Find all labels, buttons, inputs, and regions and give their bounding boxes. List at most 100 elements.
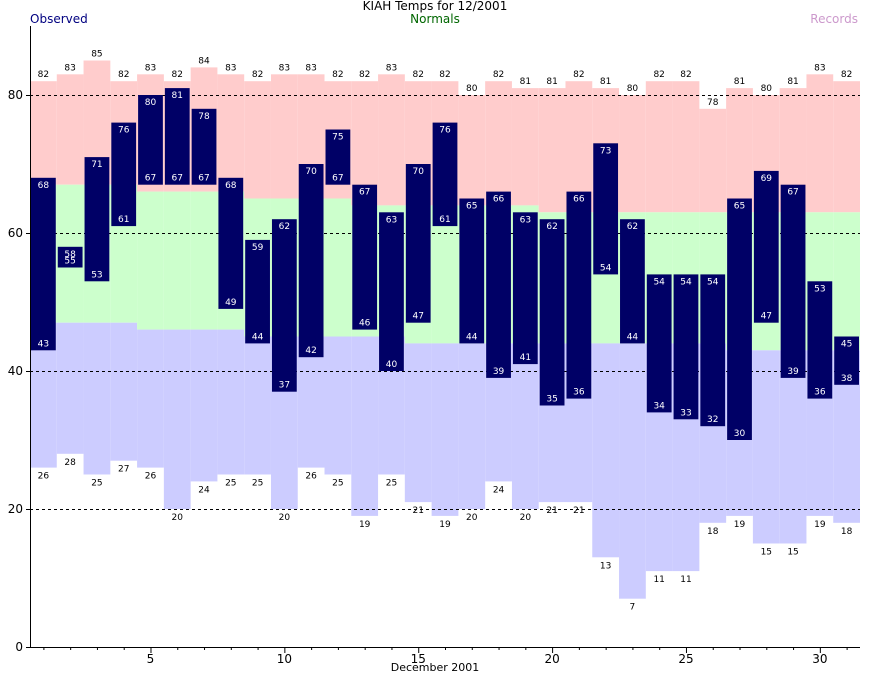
record-low-band: [752, 350, 780, 544]
record-low-label: 28: [64, 458, 76, 468]
observed-bar: [164, 88, 190, 185]
record-low-label: 20: [279, 513, 291, 523]
observed-bar: [245, 239, 270, 344]
legend-records: Records: [810, 12, 858, 26]
record-low-label: 25: [332, 479, 343, 489]
observed-low-label: 43: [38, 339, 49, 349]
record-low-band: [83, 322, 111, 475]
observed-high-label: 75: [332, 133, 343, 143]
record-low-label: 24: [198, 485, 210, 495]
record-low-band: [244, 336, 271, 475]
axes: 0 20 40 60 80 5 10 15 20 25 30: [8, 26, 860, 666]
record-high-label: 82: [841, 70, 852, 80]
record-low-label: 20: [520, 513, 532, 523]
x-tick-label: 25: [678, 652, 693, 666]
observed-low-label: 55: [64, 257, 75, 267]
observed-high-label: 58: [64, 250, 76, 260]
observed-high-label: 62: [279, 222, 290, 232]
observed-bar: [700, 274, 726, 427]
observed-low-label: 40: [386, 360, 398, 370]
record-low-band: [137, 329, 164, 468]
observed-bar: [432, 122, 458, 227]
record-high-band: [565, 81, 593, 213]
record-low-label: 19: [814, 520, 826, 530]
observed-high-label: 67: [359, 188, 370, 198]
record-high-band: [270, 74, 298, 199]
observed-high-label: 53: [814, 284, 825, 294]
observed-bar: [620, 219, 645, 344]
record-low-label: 21: [573, 506, 584, 516]
record-low-band: [324, 336, 352, 475]
normal-band: [431, 205, 459, 344]
observed-high-label: 76: [439, 126, 451, 136]
record-high-label: 82: [252, 70, 263, 80]
record-low-label: 11: [680, 575, 691, 585]
observed-low-label: 34: [653, 401, 665, 411]
observed-bar: [539, 219, 565, 406]
record-high-label: 81: [787, 77, 798, 87]
y-tick-label: 20: [8, 502, 23, 516]
observed-low-label: 67: [332, 174, 343, 184]
record-high-label: 83: [64, 63, 75, 73]
observed-bar: [379, 212, 404, 371]
record-low-label: 18: [841, 527, 853, 537]
observed-high-label: 65: [466, 202, 477, 212]
observed-high-label: 62: [546, 222, 557, 232]
record-high-label: 82: [172, 70, 183, 80]
record-high-band: [806, 74, 834, 213]
record-low-label: 19: [439, 520, 451, 530]
record-high-label: 83: [814, 63, 825, 73]
observed-bar: [512, 212, 538, 365]
observed-high-label: 80: [145, 98, 157, 108]
legend-normals: Normals: [410, 12, 460, 26]
record-high-band: [619, 95, 646, 213]
observed-low-label: 41: [520, 353, 531, 363]
observed-bar: [111, 122, 137, 227]
observed-low-label: 46: [359, 319, 371, 329]
record-low-band: [351, 336, 379, 516]
observed-bar: [298, 164, 324, 358]
record-high-band: [699, 108, 727, 213]
observed-high-label: 81: [172, 91, 183, 101]
record-low-label: 24: [493, 485, 505, 495]
observed-bar: [271, 219, 297, 392]
record-high-label: 82: [653, 70, 664, 80]
observed-low-label: 32: [707, 415, 718, 425]
record-low-band: [190, 329, 218, 482]
record-high-band: [30, 81, 57, 185]
record-low-band: [110, 322, 138, 461]
record-high-label: 80: [466, 84, 478, 94]
observed-bar: [352, 184, 378, 330]
observed-low-label: 47: [412, 312, 423, 322]
observed-high-label: 63: [520, 215, 531, 225]
record-low-band: [297, 336, 325, 468]
record-low-label: 11: [653, 575, 664, 585]
record-high-label: 81: [546, 77, 557, 87]
record-low-label: 13: [600, 561, 611, 571]
record-high-band: [378, 74, 405, 206]
record-high-label: 82: [680, 70, 691, 80]
observed-high-label: 63: [386, 215, 397, 225]
observed-high-label: 59: [252, 243, 264, 253]
observed-low-label: 35: [546, 395, 557, 405]
observed-low-label: 49: [225, 298, 237, 308]
record-low-label: 15: [787, 548, 798, 558]
record-high-label: 80: [761, 84, 773, 94]
record-low-band: [511, 343, 539, 509]
record-high-label: 82: [439, 70, 450, 80]
record-high-band: [833, 81, 860, 213]
observed-low-label: 67: [198, 174, 209, 184]
record-high-label: 81: [734, 77, 745, 87]
chart-title: KIAH Temps for 12/2001: [362, 0, 508, 13]
observed-low-label: 67: [145, 174, 156, 184]
observed-high-label: 54: [653, 277, 665, 287]
y-tick-label: 60: [8, 226, 23, 240]
record-low-label: 26: [305, 472, 317, 482]
record-high-label: 81: [520, 77, 531, 87]
record-low-label: 19: [359, 520, 371, 530]
observed-high-label: 68: [225, 181, 237, 191]
record-low-label: 26: [145, 472, 157, 482]
observed-bar: [405, 164, 431, 323]
record-high-label: 82: [493, 70, 504, 80]
